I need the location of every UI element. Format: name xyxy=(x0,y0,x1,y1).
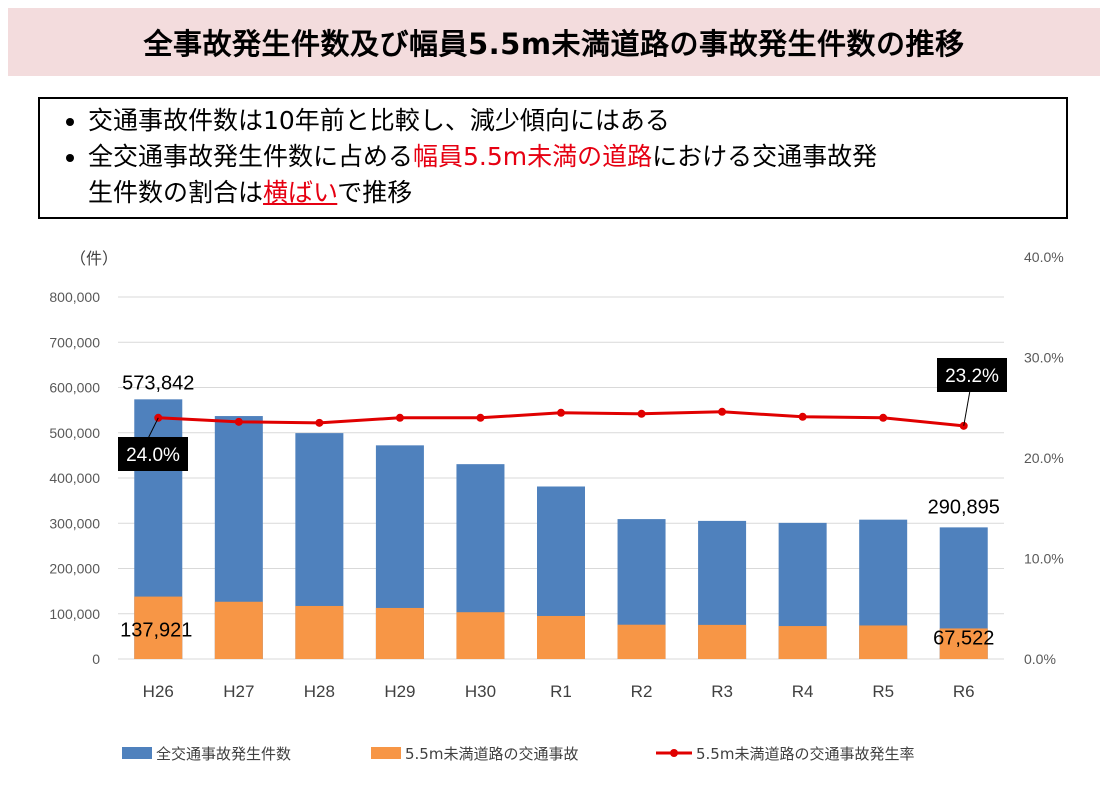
rate-point-R3 xyxy=(718,407,727,416)
data-label-last-narrow: 67,522 xyxy=(933,627,994,649)
x-tick-label: H30 xyxy=(465,682,496,701)
x-tick-label: R1 xyxy=(550,682,572,701)
summary-item-1: 交通事故件数は10年前と比較し、減少傾向にはある xyxy=(88,103,1052,139)
summary-text-3a: 生件数の割合は xyxy=(88,178,264,207)
data-label-first-total: 573,842 xyxy=(122,372,194,394)
bar-narrow-R2 xyxy=(617,624,666,659)
rate-point-R5 xyxy=(879,413,888,422)
y-left-tick-label: 600,000 xyxy=(49,380,100,396)
summary-highlight-road: 幅員5.5m未満の道路 xyxy=(413,142,653,171)
rate-point-H29 xyxy=(395,413,404,422)
x-tick-label: R6 xyxy=(953,682,975,701)
rate-point-H28 xyxy=(315,418,324,427)
bar-narrow-H30 xyxy=(456,612,505,659)
axis-labels: 0 100,000 200,000 300,000 400,000 500,000 600,… xyxy=(49,249,1063,701)
rate-line-series xyxy=(154,407,968,430)
bar-narrow-H28 xyxy=(295,605,344,659)
bar-narrow-R5 xyxy=(859,625,908,659)
y-right-tick-label: 10.0% xyxy=(1024,551,1064,567)
x-tick-label: R2 xyxy=(631,682,653,701)
x-tick-label: H27 xyxy=(223,682,254,701)
legend-swatch-rate-marker xyxy=(670,749,678,757)
summary-highlight-flat: 横ばい xyxy=(263,178,338,207)
summary-list: 交通事故件数は10年前と比較し、減少傾向にはある 全交通事故発生件数に占める幅員… xyxy=(54,103,1052,211)
y-left-tick-label: 700,000 xyxy=(49,334,100,350)
legend-label-rate: 5.5m未満道路の交通事故発生率 xyxy=(696,745,914,763)
rate-point-R1 xyxy=(557,408,565,417)
bar-narrow-H26 xyxy=(134,596,183,659)
y-right-tick-label: 30.0% xyxy=(1024,350,1064,366)
legend-swatch-narrow xyxy=(371,747,401,759)
y-left-unit-label: （件） xyxy=(70,249,118,268)
page-title: 全事故発生件数及び幅員5.5m未満道路の事故発生件数の推移 xyxy=(143,27,965,61)
bar-narrow-H29 xyxy=(375,607,424,659)
data-label-first-narrow: 137,921 xyxy=(120,620,192,642)
legend-swatch-total xyxy=(122,747,152,759)
bar-narrow-R6 xyxy=(939,628,988,659)
y-left-tick-label: 800,000 xyxy=(49,289,100,305)
y-left-tick-label: 100,000 xyxy=(49,606,100,622)
y-right-tick-label: 20.0% xyxy=(1024,450,1064,466)
legend-label-total: 全交通事故発生件数 xyxy=(156,745,291,763)
x-tick-label: R4 xyxy=(792,682,814,701)
y-left-tick-label: 400,000 xyxy=(49,470,100,486)
x-tick-label: H26 xyxy=(143,682,174,701)
bar-narrow-R1 xyxy=(537,615,585,659)
x-tick-label: R3 xyxy=(711,682,733,701)
callout-label-last-rate: 23.2% xyxy=(945,366,999,387)
rate-point-R2 xyxy=(637,409,646,418)
rate-point-H30 xyxy=(476,413,485,422)
callout-leader-last xyxy=(963,391,971,426)
summary-text-3b: で推移 xyxy=(337,178,413,207)
callout-label-first-rate: 24.0% xyxy=(126,445,180,466)
rate-point-H27 xyxy=(234,417,243,426)
summary-item-2: 全交通事故発生件数に占める幅員5.5m未満の道路における交通事故発生件数の割合は… xyxy=(88,139,1052,211)
callout-box-first xyxy=(118,437,188,471)
x-tick-label: R5 xyxy=(872,682,894,701)
legend: 全交通事故発生件数 5.5m未満道路の交通事故 5.5m未満道路の交通事故発生率 xyxy=(122,745,914,763)
bar-narrow-R4 xyxy=(778,626,827,659)
y-right-tick-label: 0.0% xyxy=(1024,651,1056,667)
bar-series xyxy=(134,399,988,659)
rate-point-R4 xyxy=(798,412,807,421)
summary-text-2b: における交通事故発 xyxy=(652,142,878,171)
y-left-tick-label: 0 xyxy=(92,651,100,667)
y-left-tick-label: 200,000 xyxy=(49,561,100,577)
annotations: 573,842 137,921 290,895 67,522 24.0% 23.2% xyxy=(118,358,1007,649)
summary-text-1: 交通事故件数は10年前と比較し、減少傾向にはある xyxy=(88,106,670,135)
x-tick-label: H29 xyxy=(384,682,415,701)
summary-text-2a: 全交通事故発生件数に占める xyxy=(88,142,414,171)
y-left-tick-label: 500,000 xyxy=(49,425,100,441)
callout-leader-first xyxy=(147,417,159,439)
legend-label-narrow: 5.5m未満道路の交通事故 xyxy=(405,745,578,763)
bar-narrow-H27 xyxy=(214,601,263,659)
y-right-tick-label: 40.0% xyxy=(1024,249,1064,265)
data-label-last-total: 290,895 xyxy=(928,496,1000,518)
callout-box-last xyxy=(937,358,1007,392)
title-bar: 全事故発生件数及び幅員5.5m未満道路の事故発生件数の推移 xyxy=(8,8,1100,76)
summary-box: 交通事故件数は10年前と比較し、減少傾向にはある 全交通事故発生件数に占める幅員… xyxy=(38,97,1068,219)
y-left-tick-label: 300,000 xyxy=(49,515,100,531)
bar-narrow-R3 xyxy=(698,624,747,659)
x-tick-label: H28 xyxy=(304,682,335,701)
